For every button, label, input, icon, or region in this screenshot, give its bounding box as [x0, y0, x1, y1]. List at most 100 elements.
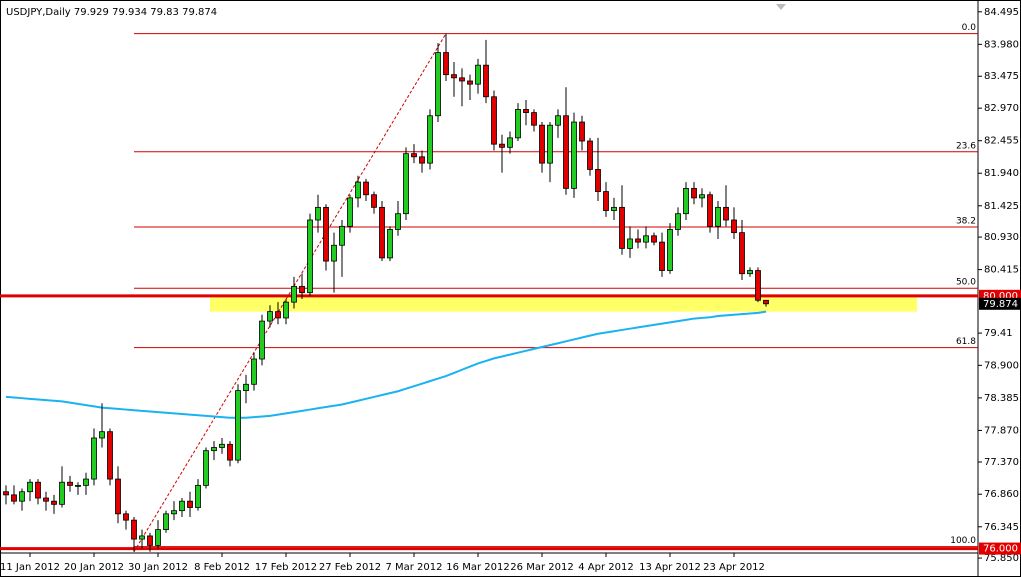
candle-body: [35, 481, 41, 499]
x-tick-label: 8 Feb 2012: [194, 562, 250, 573]
y-tick-label: 80.930: [984, 232, 1019, 243]
candle-body: [59, 481, 65, 505]
current-price-box: [979, 297, 1021, 310]
x-tick-label: 27 Feb 2012: [319, 562, 381, 573]
candle-body: [315, 206, 321, 221]
fib-label: 100.0: [950, 536, 976, 546]
candle-body: [483, 64, 489, 98]
candle-body: [371, 194, 377, 208]
candle-body: [139, 535, 145, 540]
candle-body: [595, 169, 601, 192]
candle-body: [75, 484, 81, 487]
candle-body: [19, 491, 25, 502]
candle-body: [435, 52, 441, 117]
x-tick-label: 11 Jan 2012: [0, 562, 60, 573]
y-tick-label: 84.495: [984, 7, 1019, 18]
candle-body: [51, 500, 57, 505]
y-tick-label: 76.860: [984, 489, 1019, 500]
candle-body: [451, 74, 457, 79]
y-tick-label: 76.345: [984, 522, 1019, 533]
candle-body: [43, 497, 49, 502]
candle-body: [291, 285, 297, 303]
candle-body: [587, 140, 593, 170]
candle-body: [243, 383, 249, 392]
chart-title: USDJPY,Daily 79.929 79.934 79.83 79.874: [6, 7, 217, 18]
candle-body: [499, 143, 505, 148]
candle-body: [211, 447, 217, 452]
price-level-label: 76.000: [983, 544, 1018, 555]
candle-body: [387, 229, 393, 259]
candle-body: [411, 153, 417, 158]
candle-body: [355, 181, 361, 199]
candle-body: [555, 115, 561, 126]
candle-body: [579, 121, 585, 142]
x-tick-label: 7 Mar 2012: [385, 562, 442, 573]
y-tick-label: 83.475: [984, 71, 1019, 82]
price-level-label: 80.000: [983, 291, 1018, 302]
candle-body: [707, 194, 713, 227]
y-tick-label: 80.415: [984, 265, 1019, 276]
candle-body: [611, 206, 617, 211]
candle-body: [123, 513, 129, 521]
x-tick-label: 30 Jan 2012: [128, 562, 188, 573]
candle-body: [147, 535, 153, 546]
candle-body: [507, 137, 513, 148]
candle-body: [363, 181, 369, 196]
current-price-label: 79.874: [983, 299, 1018, 310]
candle-body: [683, 188, 689, 215]
candle-body: [99, 431, 105, 439]
candle-body: [747, 270, 753, 275]
candle-body: [115, 478, 121, 515]
candle-body: [563, 115, 569, 189]
y-tick-label: 77.870: [984, 425, 1019, 436]
candle-body: [83, 478, 89, 486]
x-tick-label: 20 Jan 2012: [64, 562, 124, 573]
ohlc-open: 79.929: [74, 7, 109, 18]
candle-body: [619, 206, 625, 249]
candle-body: [731, 219, 737, 234]
candle-body: [91, 437, 97, 480]
candle-body: [547, 124, 553, 164]
x-tick-label: 13 Apr 2012: [639, 562, 701, 573]
candle-body: [459, 77, 465, 82]
candle-body: [283, 301, 289, 319]
candle-body: [251, 358, 257, 385]
candle-body: [467, 80, 473, 85]
candle-body: [427, 115, 433, 164]
y-tick-label: 81.940: [984, 168, 1019, 179]
candle-body: [659, 241, 665, 271]
candle-body: [235, 390, 241, 461]
fib-label: 50.0: [956, 278, 976, 288]
x-tick-label: 16 Mar 2012: [446, 562, 509, 573]
candle-body: [67, 481, 73, 486]
fib-trendline: [133, 33, 447, 552]
x-tick-label: 23 Apr 2012: [703, 562, 765, 573]
candle-body: [27, 481, 33, 493]
candle-body: [763, 299, 769, 305]
y-tick-label: 78.385: [984, 393, 1019, 404]
x-tick-label: 17 Feb 2012: [255, 562, 317, 573]
candle-body: [571, 121, 577, 189]
candle-body: [307, 219, 313, 294]
candle-body: [635, 238, 641, 243]
x-tick-label: 4 Apr 2012: [578, 562, 633, 573]
candle-body: [323, 206, 329, 262]
candle-body: [651, 235, 657, 243]
ohlc-low: 79.83: [150, 7, 179, 18]
candle-body: [179, 500, 185, 512]
candle-body: [347, 197, 353, 227]
candle-body: [395, 213, 401, 230]
fib-label: 38.2: [956, 216, 976, 226]
candle-body: [675, 213, 681, 230]
candle-body: [419, 156, 425, 164]
candle-body: [195, 484, 201, 508]
y-tick-label: 75.850: [984, 553, 1019, 564]
y-tick-label: 81.425: [984, 201, 1019, 212]
fib-label: 0.0: [962, 23, 977, 33]
price-level-box: [979, 542, 1021, 555]
symbol: USDJPY,Daily: [6, 7, 71, 18]
support-zone: [210, 295, 917, 312]
candle-body: [643, 235, 649, 243]
